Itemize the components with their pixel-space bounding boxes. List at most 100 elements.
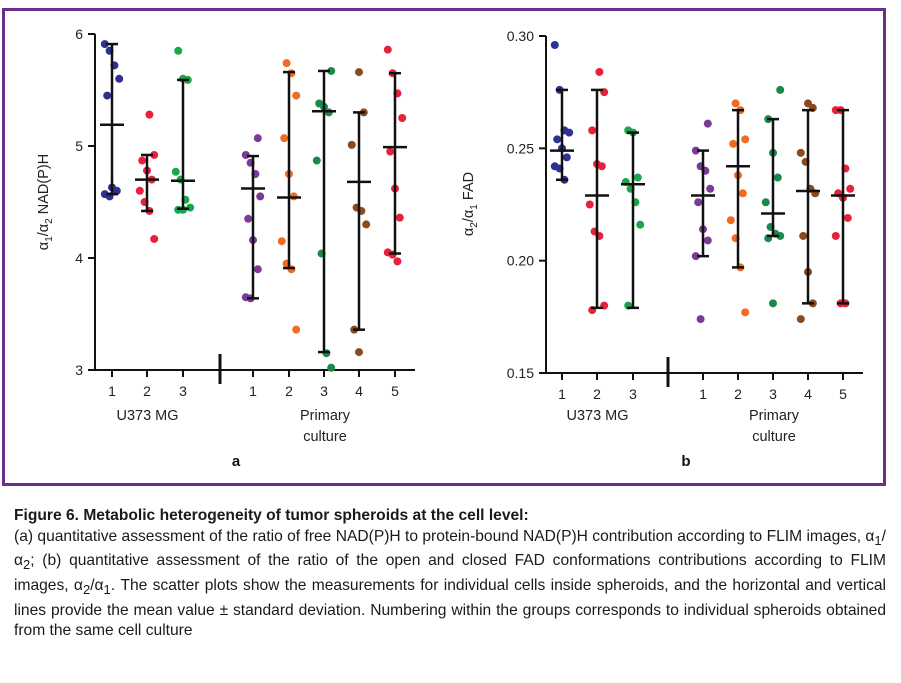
data-point	[703, 236, 712, 245]
group-label: Primary	[749, 408, 800, 424]
y-tick-label: 0.30	[507, 28, 534, 44]
group-label: culture	[303, 429, 347, 445]
data-point	[292, 325, 301, 334]
x-tick-label: 4	[804, 386, 812, 402]
x-tick-label: 1	[558, 386, 566, 402]
data-point	[103, 91, 112, 100]
y-tick-label: 4	[75, 250, 83, 266]
data-point	[277, 237, 286, 246]
data-point	[395, 213, 404, 222]
data-point	[244, 214, 253, 223]
data-point	[831, 231, 840, 240]
data-point	[761, 198, 770, 207]
data-point	[550, 40, 559, 49]
data-point	[799, 231, 808, 240]
data-point	[282, 59, 291, 68]
y-tick-label: 3	[75, 362, 83, 378]
data-point	[150, 150, 159, 159]
group-label: culture	[752, 429, 796, 445]
data-point	[776, 231, 785, 240]
data-point	[100, 40, 109, 49]
data-point	[174, 46, 183, 55]
data-point	[386, 147, 395, 156]
data-point	[776, 85, 785, 94]
data-point	[362, 220, 371, 229]
data-point	[253, 265, 262, 274]
y-tick-label: 0.25	[507, 140, 534, 156]
y-tick-label: 0.20	[507, 253, 534, 269]
data-point	[327, 363, 336, 372]
group-label: U373 MG	[116, 408, 178, 424]
data-point	[696, 315, 705, 324]
y-axis-label: α2/α1 FAD	[461, 172, 480, 236]
data-point	[738, 189, 747, 198]
y-tick-label: 5	[75, 138, 83, 154]
x-tick-label: 3	[320, 383, 328, 399]
data-point	[347, 140, 356, 149]
data-point	[171, 167, 180, 176]
x-tick-label: 2	[285, 383, 293, 399]
data-point	[729, 139, 738, 148]
data-point	[694, 198, 703, 207]
x-tick-label: 2	[593, 386, 601, 402]
data-point	[741, 135, 750, 144]
data-point	[312, 156, 321, 165]
data-point	[150, 234, 159, 243]
data-point	[115, 74, 124, 83]
data-point	[253, 134, 262, 143]
data-point	[796, 148, 805, 157]
data-point	[327, 66, 336, 75]
panel-label: a	[232, 453, 241, 470]
data-point	[383, 45, 392, 54]
data-point	[292, 91, 301, 100]
panel-label: b	[681, 453, 690, 470]
data-point	[741, 308, 750, 317]
data-point	[595, 67, 604, 76]
data-point	[726, 216, 735, 225]
data-point	[796, 315, 805, 324]
y-tick-label: 6	[75, 26, 83, 42]
group-label: Primary	[300, 408, 351, 424]
data-point	[280, 134, 289, 143]
data-point	[565, 128, 574, 137]
data-point	[553, 135, 562, 144]
group-label: U373 MG	[566, 408, 628, 424]
data-point	[769, 299, 777, 308]
caption-title: Figure 6. Metabolic heterogeneity of tum…	[14, 507, 529, 524]
data-point	[355, 348, 363, 357]
data-point	[112, 186, 121, 195]
data-point	[138, 156, 147, 165]
figure-caption: Figure 6. Metabolic heterogeneity of tum…	[14, 506, 886, 642]
x-tick-label: 3	[769, 386, 777, 402]
data-point	[588, 126, 597, 135]
data-point	[691, 252, 700, 261]
data-point	[355, 68, 363, 77]
data-point	[731, 99, 740, 108]
data-point	[256, 192, 265, 201]
x-tick-label: 5	[839, 386, 847, 402]
x-tick-label: 3	[179, 383, 187, 399]
x-tick-label: 1	[699, 386, 707, 402]
x-tick-label: 5	[391, 383, 399, 399]
data-point	[135, 186, 144, 195]
data-point	[145, 110, 154, 119]
x-tick-label: 2	[734, 386, 742, 402]
data-point	[703, 119, 712, 128]
data-point	[633, 173, 642, 182]
data-point	[585, 200, 594, 209]
x-tick-label: 3	[629, 386, 637, 402]
y-axis-label: α1/α2 NAD(P)H	[36, 154, 55, 250]
x-tick-label: 1	[108, 383, 116, 399]
data-point	[393, 257, 402, 266]
data-point	[398, 114, 407, 122]
data-point	[691, 146, 700, 155]
x-tick-label: 2	[143, 383, 151, 399]
x-tick-label: 4	[355, 383, 363, 399]
y-tick-label: 0.15	[507, 365, 534, 381]
data-point	[636, 220, 645, 229]
data-point	[843, 213, 852, 222]
x-tick-label: 1	[249, 383, 257, 399]
data-point	[846, 184, 855, 193]
